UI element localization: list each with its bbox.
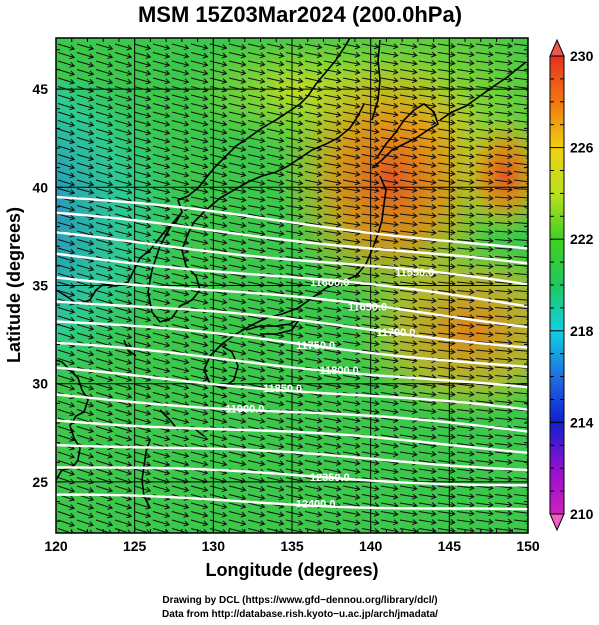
contour-label: 12350.0: [310, 472, 350, 484]
y-tick-label: 25: [32, 474, 48, 490]
y-tick-label: 30: [32, 376, 48, 392]
height-contours: [56, 195, 528, 511]
colorbar-tick-label: 218: [570, 323, 594, 339]
contour-label: 11700.0: [376, 327, 415, 339]
colorbar-tick-label: 226: [570, 140, 594, 156]
coastline-shikoku: [245, 317, 301, 335]
contour-label: 11550.0: [395, 267, 434, 279]
axis-ticks: [55, 38, 529, 533]
height-contour: [56, 419, 528, 454]
colorbar-min-extension: [549, 513, 565, 532]
height-contour-labels: 11550.0 11600.0 11650.0 11700.0 11750.0 11800…: [225, 267, 434, 511]
x-tick-label: 135: [280, 538, 304, 554]
colorbar-max-extension: [549, 38, 565, 57]
contour-label: 11850.0: [263, 383, 302, 395]
y-tick-label: 45: [32, 81, 48, 97]
coastline-honshu: [209, 175, 387, 357]
y-tick-label: 35: [32, 278, 48, 294]
y-axis-label: Latitude (degrees): [4, 207, 24, 363]
colorbar: 210 214 218 222 226 230: [549, 38, 594, 532]
coastline-china-south: [56, 359, 89, 481]
colorbar-ticks: 210 214 218 222 226 230: [550, 48, 594, 522]
credit-drawing: Drawing by DCL (https://www.gfd−dennou.o…: [162, 595, 437, 606]
height-contour: [56, 341, 528, 389]
height-contour: [56, 195, 528, 250]
x-tick-label: 140: [359, 538, 383, 554]
coastline-kyushu: [203, 345, 239, 389]
colorbar-tick-label: 210: [570, 506, 594, 522]
height-contour: [56, 466, 528, 487]
height-contour: [56, 276, 528, 329]
contour-label: 11600.0: [310, 277, 349, 289]
height-contour: [56, 300, 528, 349]
height-contour: [56, 231, 528, 286]
height-contour: [56, 320, 528, 369]
wind-vector-arrows: [57, 42, 528, 533]
wind-vectors: [57, 42, 528, 533]
height-contour: [56, 366, 528, 411]
colorbar-tick-label: 230: [570, 48, 594, 64]
x-tick-label: 130: [202, 538, 226, 554]
coastline-manchuria: [177, 38, 351, 201]
height-contour: [56, 443, 528, 472]
coastline-jeju: [123, 339, 137, 357]
x-axis-label: Longitude (degrees): [205, 560, 378, 580]
temperature-field-warm-spot: [460, 115, 528, 235]
height-contour: [56, 493, 528, 511]
credit-data: Data from http://database.rish.kyoto−u.a…: [162, 609, 438, 620]
chart-title: MSM 15Z03Mar2024 (200.0hPa): [138, 2, 462, 27]
contour-label: 12400.0: [296, 499, 336, 511]
colorbar-tick-label: 214: [570, 414, 594, 430]
contour-label: 11800.0: [320, 365, 359, 377]
colorbar-tick-label: 222: [570, 231, 594, 247]
y-tick-label: 40: [32, 179, 48, 195]
x-tick-label: 145: [438, 538, 462, 554]
x-tick-label: 125: [123, 538, 147, 554]
contour-label: 11900.0: [225, 403, 264, 415]
height-contour: [56, 393, 528, 433]
coastline-korea: [147, 211, 201, 323]
coastline-hokkaido: [371, 103, 439, 169]
coastline-primorye: [193, 103, 365, 223]
y-tick-labels: 25 30 35 40 45: [32, 81, 48, 490]
coastline-kurils: [439, 61, 527, 121]
height-contour: [56, 211, 528, 265]
height-contour: [56, 252, 528, 308]
plot-area: 11550.0 11600.0 11650.0 11700.0 11750.0 11800…: [56, 38, 528, 533]
x-tick-label: 120: [44, 538, 68, 554]
coastline-sakhalin: [371, 39, 381, 121]
contour-label: 11650.0: [348, 301, 387, 313]
contour-label: 11750.0: [296, 340, 335, 352]
x-tick-labels: 120 125 130 135 140 145 150: [44, 538, 540, 554]
x-tick-label: 150: [516, 538, 540, 554]
